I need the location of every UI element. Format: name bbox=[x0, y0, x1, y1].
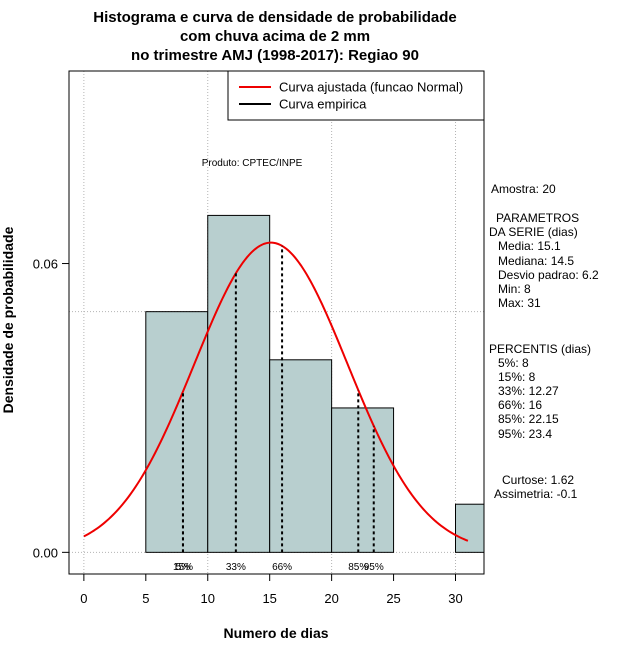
normal-curve-line bbox=[83, 241, 469, 542]
stat-max: Max: 31 bbox=[498, 296, 541, 310]
y-tick-label: 0.00 bbox=[33, 545, 58, 560]
x-tick-label: 0 bbox=[80, 591, 87, 606]
stat-p66: 66%: 16 bbox=[498, 398, 542, 412]
statistics-panel: Amostra: 20 PARAMETROS DA SERIE (dias) M… bbox=[489, 182, 599, 501]
chart-title-line-2: com chuva acima de 2 mm bbox=[180, 28, 370, 45]
histogram-bar bbox=[207, 214, 271, 553]
stat-p15: 15%: 8 bbox=[498, 370, 536, 384]
chart-title-line-1: Histograma e curva de densidade de proba… bbox=[93, 9, 456, 26]
x-tick-label: 30 bbox=[448, 591, 462, 606]
stat-min: Min: 8 bbox=[498, 282, 531, 296]
legend-empirical-label: Curva empirica bbox=[279, 97, 367, 112]
percentile-marker-label: 95% bbox=[364, 562, 384, 573]
x-tick-label: 5 bbox=[142, 591, 149, 606]
stat-p33: 33%: 12.27 bbox=[498, 384, 559, 398]
histogram-bars bbox=[145, 214, 484, 553]
histogram-bar bbox=[145, 311, 209, 553]
x-tick-label: 20 bbox=[324, 591, 338, 606]
percentile-marker-label: 66% bbox=[272, 562, 292, 573]
legend-box bbox=[227, 70, 485, 121]
percentile-marker-label: 5% bbox=[176, 562, 191, 573]
x-tick-label: 25 bbox=[386, 591, 400, 606]
x-axis-label: Numero de dias bbox=[223, 625, 328, 641]
stat-p85: 85%: 22.15 bbox=[498, 412, 559, 426]
product-annotation: Produto: CPTEC/INPE bbox=[202, 158, 303, 169]
x-tick-label: 10 bbox=[201, 591, 215, 606]
histogram-bar bbox=[455, 503, 484, 553]
stat-skewness: Assimetria: -0.1 bbox=[494, 487, 578, 501]
histogram-bar bbox=[331, 407, 395, 553]
chart-title-line-3: no trimestre AMJ (1998-2017): Regiao 90 bbox=[131, 47, 419, 64]
stat-params-subheading: DA SERIE (dias) bbox=[489, 225, 578, 239]
percentile-marker-label: 85% bbox=[348, 562, 368, 573]
stat-mean: Media: 15.1 bbox=[498, 239, 561, 253]
stat-stddev: Desvio padrao: 6.2 bbox=[498, 268, 599, 282]
stat-p95: 95%: 23.4 bbox=[498, 427, 552, 441]
stat-percentiles-heading: PERCENTIS (dias) bbox=[489, 342, 591, 356]
stat-kurtosis: Curtose: 1.62 bbox=[502, 473, 574, 487]
x-tick-label: 15 bbox=[262, 591, 276, 606]
stat-median: Mediana: 14.5 bbox=[498, 254, 574, 268]
plot-area: 5%15% 33% 66% 85%95% 0 5 10 15 20 25 30 0.00 0.06 bbox=[33, 70, 485, 606]
legend: Curva ajustada (funcao Normal) Curva emp… bbox=[227, 70, 485, 121]
y-tick-label: 0.06 bbox=[33, 257, 58, 272]
stat-p5: 5%: 8 bbox=[498, 356, 529, 370]
stat-sample: Amostra: 20 bbox=[491, 182, 556, 196]
percentile-marker-label: 33% bbox=[226, 562, 246, 573]
percentile-marker-label: 15% bbox=[173, 562, 193, 573]
histogram-bar bbox=[269, 359, 333, 553]
stat-params-heading: PARAMETROS bbox=[496, 211, 579, 225]
legend-normal-label: Curva ajustada (funcao Normal) bbox=[279, 80, 463, 95]
y-axis-label: Densidade de probabilidade bbox=[0, 226, 16, 413]
